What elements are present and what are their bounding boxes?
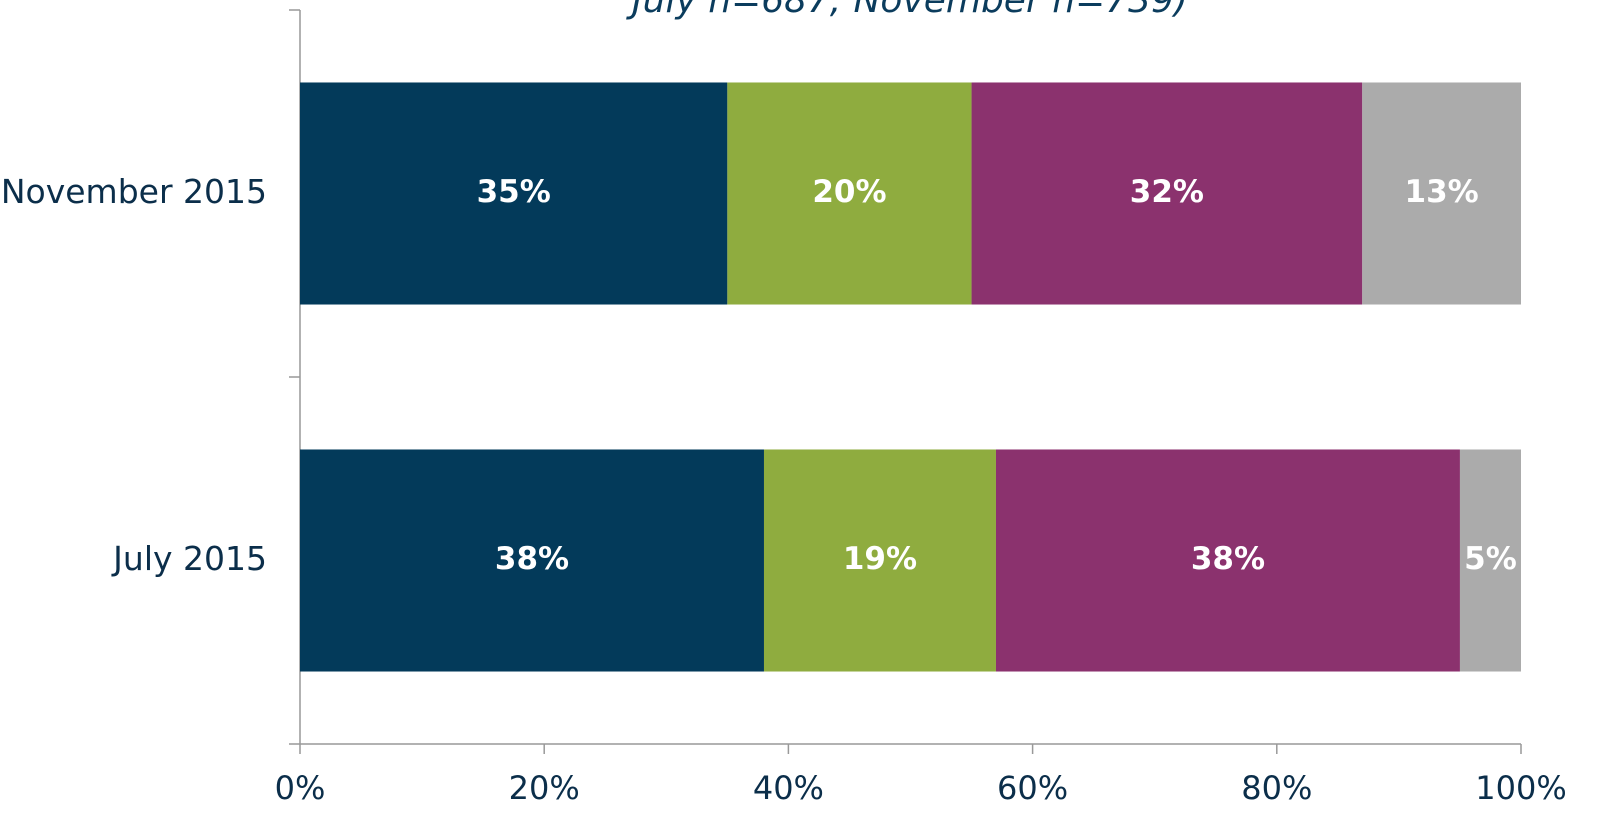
data-label: 38% [495, 541, 569, 577]
bar-segment [995, 449, 1460, 672]
bar-segment [300, 449, 764, 672]
data-label: 5% [1464, 541, 1517, 577]
x-tick-label: 40% [753, 769, 824, 807]
bar-segment [971, 82, 1363, 305]
x-tick-label: 60% [997, 769, 1068, 807]
bar-segment [727, 82, 972, 305]
x-tick-label: 0% [275, 769, 326, 807]
data-label: 20% [812, 174, 886, 210]
data-label: 13% [1405, 174, 1479, 210]
y-tick-label: July 2015 [111, 539, 267, 578]
x-tick-label: 80% [1241, 769, 1312, 807]
x-tick-label: 100% [1475, 769, 1566, 807]
chart-title: July n=687; November n=739) [626, 0, 1188, 21]
data-label: 35% [477, 174, 551, 210]
y-tick-label: November 2015 [1, 172, 267, 211]
data-label: 38% [1191, 541, 1265, 577]
bar-segment [1362, 82, 1521, 305]
bar-segment [763, 449, 996, 672]
data-label: 19% [843, 541, 917, 577]
x-tick-label: 20% [509, 769, 580, 807]
bar-segment [300, 82, 728, 305]
bar-segment [1459, 449, 1521, 672]
data-label: 32% [1130, 174, 1204, 210]
